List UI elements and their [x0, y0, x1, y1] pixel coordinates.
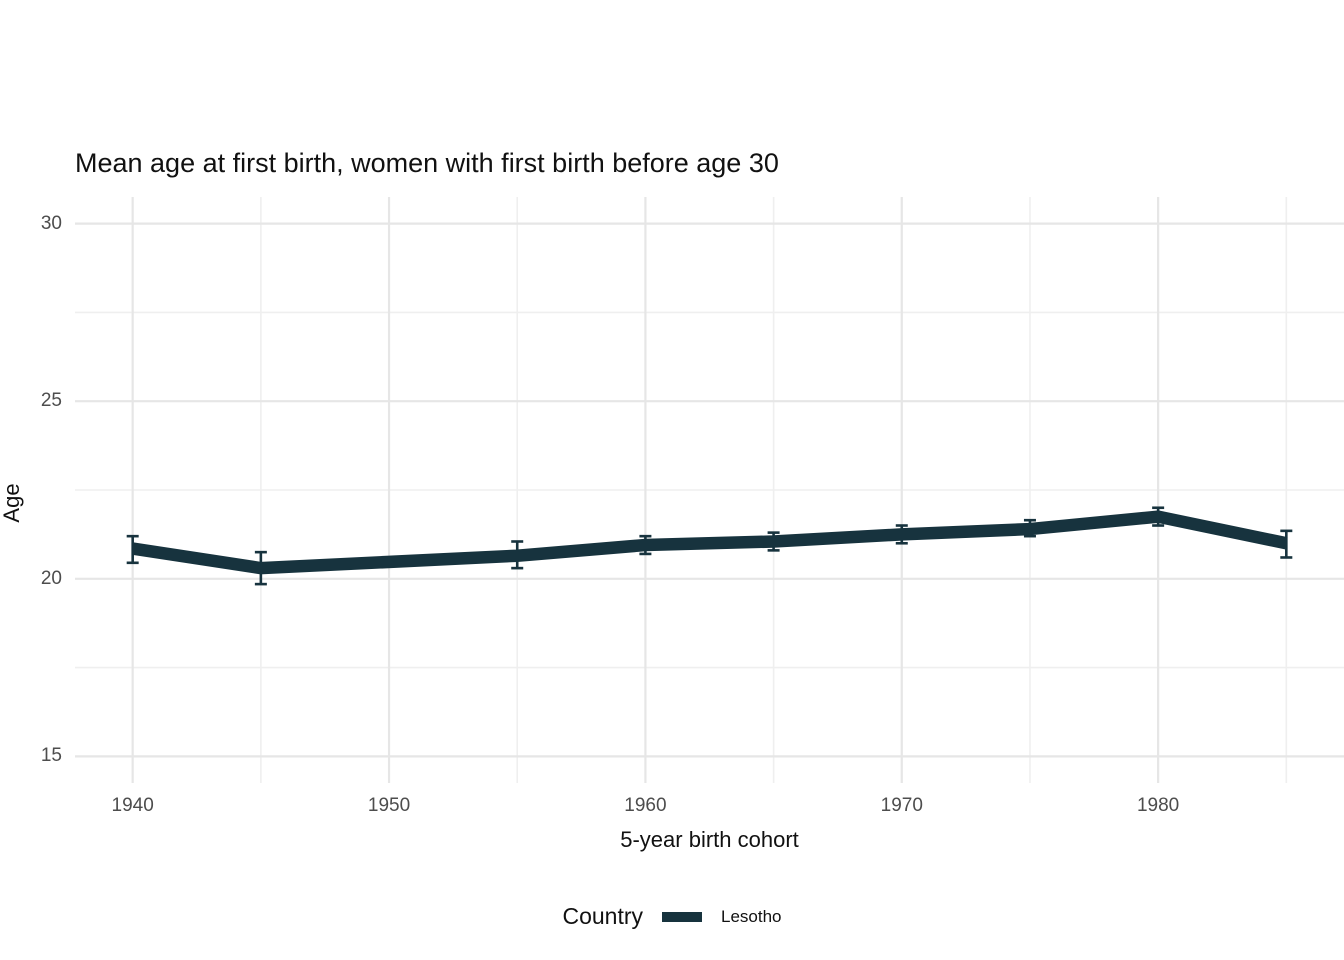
data-line [131, 510, 1288, 575]
y-tick-label: 30 [40, 212, 62, 234]
x-tick-label: 1970 [880, 795, 923, 816]
legend-title: Country [562, 903, 644, 929]
x-tick-label: 1980 [1136, 795, 1180, 816]
x-tick-label: 1940 [111, 795, 154, 816]
x-axis-title: 5-year birth cohort [620, 827, 799, 852]
y-tick-label: 25 [40, 390, 62, 412]
legend-item-label: Lesotho [721, 906, 782, 926]
y-axis-title: Age [0, 483, 24, 523]
legend-line-swatch [662, 911, 703, 922]
y-tick-label: 15 [40, 745, 62, 767]
legend: Country Lesotho [0, 903, 1344, 930]
y-tick-label: 20 [40, 567, 62, 589]
x-tick-label: 1950 [367, 795, 411, 816]
chart-title: Mean age at first birth, women with firs… [75, 148, 779, 178]
x-tick-label: 1960 [624, 795, 667, 816]
